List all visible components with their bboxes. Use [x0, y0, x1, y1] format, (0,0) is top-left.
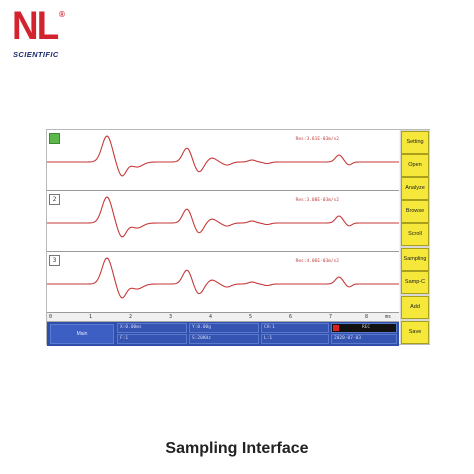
save-button[interactable]: Save	[401, 321, 429, 344]
status-cursor-y: Y:0.00g	[189, 323, 259, 333]
record-dot-icon	[333, 325, 339, 331]
channel-2-scale: Res:3.08E-03m/s2	[295, 198, 339, 203]
registered-mark: ®	[59, 10, 65, 19]
channel-3-waveform	[47, 257, 399, 299]
scroll-button[interactable]: Scroll	[401, 223, 429, 246]
channel-3-indicator[interactable]: 3	[49, 255, 60, 266]
status-channel: CH:1	[261, 323, 329, 333]
axis-tick-label: 1	[89, 314, 93, 320]
status-length: L:1	[261, 334, 329, 344]
status-cursor-x: X:0.00ms	[117, 323, 187, 333]
add-button[interactable]: Add	[401, 296, 429, 319]
open-button[interactable]: Open	[401, 154, 429, 177]
channel-1-plot[interactable]: 1 Res:3.81E-03m/s2	[47, 130, 399, 191]
status-sample-rate: S:20KHz	[189, 334, 259, 344]
channel-3-plot[interactable]: 3 Res:4.06E-03m/s2	[47, 252, 399, 313]
analyze-button[interactable]: Analyze	[401, 177, 429, 200]
logo-subtitle: SCIENTIFIC	[13, 50, 59, 59]
setting-button[interactable]: Setting	[401, 131, 429, 154]
channel-2-indicator[interactable]: 2	[49, 194, 60, 205]
samp-c-button[interactable]: Samp-C	[401, 271, 429, 294]
status-date: 2020-07-03	[331, 334, 397, 344]
record-indicator: REC	[331, 323, 397, 333]
status-bar: Main X:0.00ms Y:0.00g CH:1 REC F:1 S:20K…	[47, 322, 399, 346]
command-sidebar: Setting Open Analyze Browse Scroll Sampl…	[400, 130, 430, 344]
channel-1-indicator[interactable]: 1	[49, 133, 60, 144]
channel-2-plot[interactable]: 2 Res:3.08E-03m/s2	[47, 191, 399, 252]
channel-2-waveform	[47, 196, 399, 238]
status-frame: F:1	[117, 334, 187, 344]
axis-tick-label: 5	[249, 314, 253, 320]
main-button[interactable]: Main	[50, 324, 114, 344]
axis-tick-label: 0	[49, 314, 53, 320]
sampling-screen: 1 Res:3.81E-03m/s2 2 Res:3.08E-03m/s2 3 …	[46, 129, 430, 346]
channel-1-scale: Res:3.81E-03m/s2	[295, 137, 339, 142]
axis-unit: ms	[385, 314, 392, 320]
channel-1-waveform	[47, 135, 399, 177]
axis-tick-label: 7	[329, 314, 333, 320]
axis-tick-label: 3	[169, 314, 173, 320]
waveform-panel: 1 Res:3.81E-03m/s2 2 Res:3.08E-03m/s2 3 …	[47, 130, 399, 313]
channel-3-scale: Res:4.06E-03m/s2	[295, 259, 339, 264]
browse-button[interactable]: Browse	[401, 200, 429, 223]
sampling-button[interactable]: Sampling	[401, 248, 429, 271]
axis-tick-label: 2	[129, 314, 133, 320]
nl-scientific-logo: NL ® SCIENTIFIC	[12, 6, 82, 59]
record-label: REC	[362, 325, 371, 330]
figure-caption: Sampling Interface	[165, 440, 309, 457]
logo-text: NL	[12, 4, 59, 48]
time-axis: 0 1 2 3 4 5 6 7 8 ms	[47, 313, 399, 322]
axis-tick-label: 8	[365, 314, 369, 320]
axis-tick-label: 4	[209, 314, 213, 320]
axis-tick-label: 6	[289, 314, 293, 320]
